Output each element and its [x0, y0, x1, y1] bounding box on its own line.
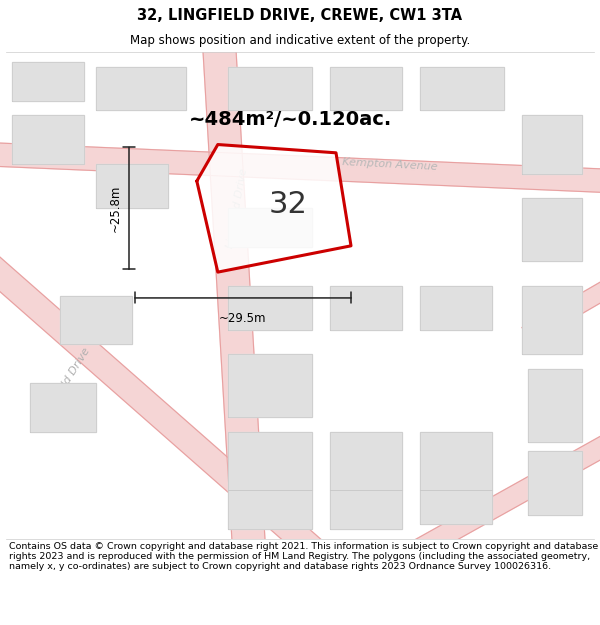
- Polygon shape: [0, 256, 323, 557]
- Polygon shape: [420, 67, 504, 111]
- Polygon shape: [60, 296, 132, 344]
- Polygon shape: [197, 144, 351, 272]
- Text: Kempton Avenue: Kempton Avenue: [342, 158, 438, 172]
- Polygon shape: [12, 115, 84, 164]
- Text: Map shows position and indicative extent of the property.: Map shows position and indicative extent…: [130, 34, 470, 47]
- Text: Lingfield Drive: Lingfield Drive: [225, 167, 249, 249]
- Polygon shape: [522, 198, 582, 261]
- Polygon shape: [522, 115, 582, 174]
- Polygon shape: [228, 208, 312, 247]
- Polygon shape: [413, 434, 600, 557]
- Polygon shape: [228, 432, 312, 490]
- Polygon shape: [420, 490, 492, 524]
- Polygon shape: [528, 369, 582, 442]
- Text: 32: 32: [268, 189, 307, 219]
- Text: ~29.5m: ~29.5m: [219, 312, 267, 324]
- Polygon shape: [96, 67, 186, 111]
- Polygon shape: [420, 286, 492, 329]
- Polygon shape: [228, 490, 312, 529]
- Polygon shape: [203, 42, 265, 549]
- Polygon shape: [96, 164, 168, 208]
- Polygon shape: [0, 142, 600, 192]
- Polygon shape: [330, 432, 402, 490]
- Polygon shape: [228, 354, 312, 418]
- Polygon shape: [522, 286, 582, 354]
- Polygon shape: [330, 67, 402, 111]
- Polygon shape: [330, 286, 402, 329]
- Text: 32, LINGFIELD DRIVE, CREWE, CW1 3TA: 32, LINGFIELD DRIVE, CREWE, CW1 3TA: [137, 8, 463, 23]
- Polygon shape: [30, 383, 96, 432]
- Polygon shape: [420, 432, 492, 490]
- Polygon shape: [228, 286, 312, 329]
- Polygon shape: [330, 490, 402, 529]
- Polygon shape: [522, 279, 600, 341]
- Text: Lingfield Drive: Lingfield Drive: [40, 346, 92, 420]
- Polygon shape: [228, 67, 312, 111]
- Text: ~25.8m: ~25.8m: [109, 184, 122, 232]
- Polygon shape: [528, 451, 582, 514]
- Polygon shape: [12, 62, 84, 101]
- Text: Contains OS data © Crown copyright and database right 2021. This information is : Contains OS data © Crown copyright and d…: [9, 542, 598, 571]
- Text: ~484m²/~0.120ac.: ~484m²/~0.120ac.: [189, 110, 392, 129]
